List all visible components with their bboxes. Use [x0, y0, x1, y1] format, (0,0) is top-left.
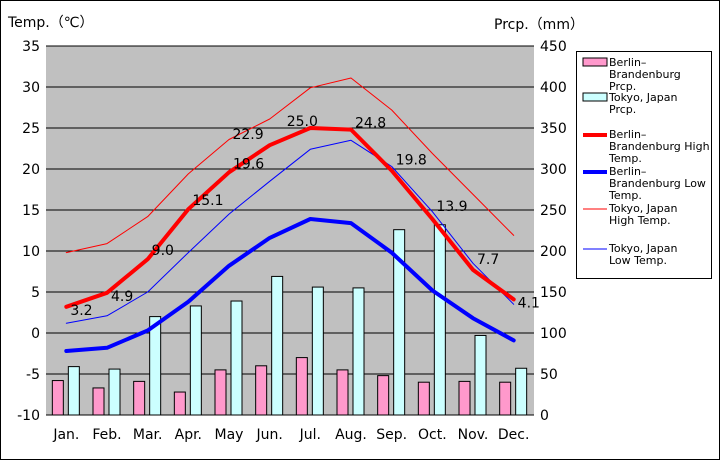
- y-right-tick-label: 200: [540, 244, 567, 260]
- legend-berlin-prcp-label: Prcp.: [609, 80, 636, 93]
- legend-berlin-prcp-label: Berlin–: [609, 56, 646, 69]
- y-right-tick-label: 250: [540, 203, 567, 219]
- x-tick-label: Aug.: [335, 427, 367, 443]
- bar-berlin-prcp: [295, 357, 308, 416]
- x-tick-label: Jan.: [52, 427, 79, 443]
- legend-berlin-low-label: Berlin–: [609, 165, 646, 178]
- legend-berlin-high-label: Temp.: [608, 152, 642, 165]
- legend-berlin-prcp-swatch: [582, 57, 608, 67]
- y-right-tick-label: 350: [540, 121, 567, 137]
- data-label-berlin-high: 4.9: [111, 289, 133, 305]
- y-left-tick-label: 25: [22, 121, 40, 137]
- line-tokyo-high: [65, 77, 515, 254]
- x-tick-label: Mar.: [133, 427, 163, 443]
- bar-berlin-prcp: [255, 365, 268, 416]
- legend-tokyo-high-label: Tokyo, Japan: [608, 202, 677, 215]
- x-tick-label: Oct.: [418, 427, 447, 443]
- bar-berlin-prcp: [92, 387, 105, 416]
- legend-tokyo-low-label: Low Temp.: [609, 254, 667, 267]
- data-label-berlin-high: 19.6: [233, 156, 264, 172]
- y-right-tick-label: 400: [540, 80, 567, 96]
- bar-berlin-prcp: [458, 380, 471, 416]
- x-tick-label: Dec.: [498, 427, 530, 443]
- bar-berlin-prcp: [377, 375, 390, 416]
- x-tick-label: Sep.: [376, 427, 407, 443]
- legend-berlin-low-label: Temp.: [608, 189, 642, 202]
- data-label-berlin-high: 19.8: [396, 153, 427, 169]
- y-left-tick-label: -5: [26, 367, 40, 383]
- line-tokyo-low: [65, 139, 515, 324]
- data-label-berlin-high: 13.9: [436, 199, 467, 215]
- bar-tokyo-prcp: [352, 287, 365, 416]
- x-tick-label: Feb.: [92, 427, 121, 443]
- legend-tokyo-prcp-label: Prcp.: [609, 103, 636, 116]
- bar-tokyo-prcp: [67, 366, 80, 416]
- y-right-tick-label: 0: [540, 408, 549, 424]
- data-label-berlin-high: 24.8: [355, 116, 386, 132]
- legend-tokyo-high-label: High Temp.: [609, 214, 671, 227]
- y-left-tick-label: -10: [17, 408, 40, 424]
- data-label-berlin-high: 3.2: [70, 303, 92, 319]
- legend-berlin-low-label: Brandenburg Low: [609, 177, 706, 190]
- bar-berlin-prcp: [173, 391, 186, 416]
- data-label-berlin-high: 22.9: [232, 127, 263, 143]
- y-right-axis-title: Prcp.（mm）: [494, 17, 584, 33]
- line-berlin-low: [64, 217, 516, 353]
- data-label-berlin-high: 15.1: [192, 193, 223, 209]
- data-label-berlin-high: 25.0: [287, 114, 318, 130]
- bar-berlin-prcp: [51, 380, 64, 416]
- legend-tokyo-low-label: Tokyo, Japan: [608, 242, 677, 255]
- y-left-tick-label: 10: [22, 244, 40, 260]
- y-left-tick-label: 20: [22, 162, 40, 178]
- bar-tokyo-prcp: [311, 286, 324, 416]
- bar-tokyo-prcp: [474, 334, 487, 416]
- bar-tokyo-prcp: [271, 275, 284, 416]
- bar-berlin-prcp: [417, 381, 430, 416]
- line-berlin-high: [64, 126, 516, 309]
- legend: Berlin– Brandenburg Prcp. Tokyo, Japan Prcp.…: [576, 51, 712, 279]
- x-tick-label: May: [215, 427, 244, 443]
- x-tick-label: Jul.: [299, 427, 321, 443]
- legend-berlin-prcp-label: Brandenburg: [609, 68, 681, 81]
- y-left-tick-label: 30: [22, 80, 40, 96]
- legend-tokyo-prcp-label: Tokyo, Japan: [608, 91, 677, 104]
- y-right-tick-label: 100: [540, 326, 567, 342]
- data-label-berlin-high: 7.7: [477, 252, 499, 268]
- legend-tokyo-prcp-swatch: [582, 92, 608, 102]
- y-right-tick-label: 300: [540, 162, 567, 178]
- data-label-berlin-high: 9.0: [152, 243, 174, 259]
- legend-berlin-high-label: Brandenburg High: [609, 140, 710, 153]
- bar-tokyo-prcp: [433, 224, 446, 416]
- legend-berlin-high-label: Berlin–: [609, 128, 646, 141]
- y-left-tick-label: 0: [31, 326, 40, 342]
- bar-tokyo-prcp: [230, 300, 243, 416]
- bar-tokyo-prcp: [393, 229, 406, 416]
- y-left-tick-label: 15: [22, 203, 40, 219]
- bar-berlin-prcp: [499, 381, 512, 416]
- bar-berlin-prcp: [336, 369, 349, 416]
- x-tick-label: Apr.: [175, 427, 202, 443]
- bar-tokyo-prcp: [189, 305, 202, 416]
- bar-berlin-prcp: [214, 369, 227, 416]
- bar-tokyo-prcp: [108, 368, 121, 416]
- y-left-tick-label: 5: [31, 285, 40, 301]
- x-tick-label: Jun.: [256, 427, 283, 443]
- data-label-berlin-high: 4.1: [518, 295, 540, 311]
- y-right-tick-label: 450: [540, 39, 567, 55]
- y-right-tick-label: 150: [540, 285, 567, 301]
- bar-tokyo-prcp: [515, 367, 528, 416]
- x-tick-label: Nov.: [458, 427, 489, 443]
- bar-berlin-prcp: [133, 380, 146, 416]
- y-left-axis-title: Temp.（℃）: [8, 15, 94, 31]
- y-left-tick-label: 35: [22, 39, 40, 55]
- y-right-tick-label: 50: [540, 367, 558, 383]
- bar-tokyo-prcp: [149, 316, 162, 416]
